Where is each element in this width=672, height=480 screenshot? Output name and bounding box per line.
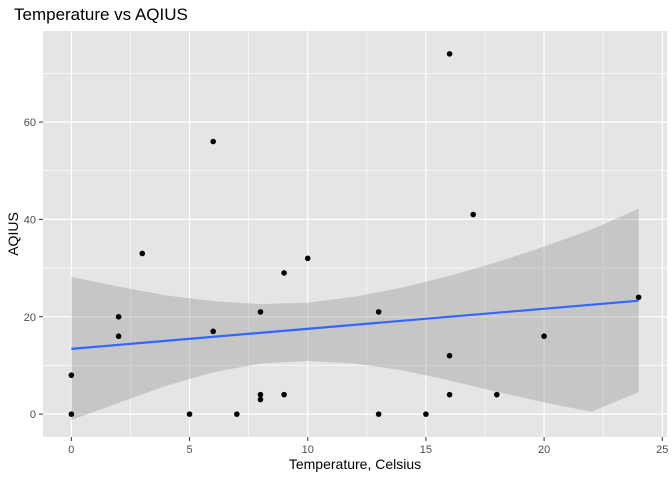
data-point xyxy=(257,391,264,398)
data-point xyxy=(115,333,122,340)
data-point xyxy=(210,138,216,145)
x-axis-title: Temperature, Celsius xyxy=(289,456,421,472)
data-point xyxy=(139,250,146,257)
data-point xyxy=(375,309,382,315)
major-gridlines xyxy=(43,31,667,437)
data-point xyxy=(115,313,122,320)
data-point xyxy=(635,294,642,301)
data-point xyxy=(446,391,453,398)
data-point xyxy=(210,328,216,335)
data-point xyxy=(494,391,500,398)
data-point xyxy=(375,411,382,417)
data-point xyxy=(541,333,547,340)
data-point xyxy=(68,411,75,417)
data-point xyxy=(68,372,75,378)
x-tick-label: 0 xyxy=(68,444,74,456)
data-points xyxy=(68,51,642,417)
confidence-band xyxy=(71,208,639,420)
data-point xyxy=(234,411,240,417)
y-axis-title: AQIUS xyxy=(5,212,21,256)
y-tick-label: 60 xyxy=(24,117,36,129)
x-axis-ticks: 0 5 10 15 20 25 xyxy=(68,437,668,456)
data-point xyxy=(423,411,429,417)
chart-title: Temperature vs AQIUS xyxy=(14,5,188,24)
y-tick-label: 20 xyxy=(24,312,36,324)
y-tick-label: 40 xyxy=(24,214,36,226)
x-tick-label: 15 xyxy=(420,444,432,456)
data-point xyxy=(446,51,453,57)
data-point xyxy=(304,255,311,262)
data-point xyxy=(186,411,193,417)
data-point xyxy=(257,309,264,315)
y-axis-ticks: 0 20 40 60 xyxy=(24,117,43,421)
data-point xyxy=(281,270,287,276)
data-point xyxy=(446,352,453,359)
plot-panel xyxy=(43,31,667,437)
x-tick-label: 25 xyxy=(656,444,668,456)
data-point xyxy=(470,211,476,218)
data-point xyxy=(281,391,287,398)
x-tick-label: 5 xyxy=(186,444,192,456)
x-tick-label: 20 xyxy=(538,444,550,456)
trend-line xyxy=(71,299,639,350)
y-tick-label: 0 xyxy=(30,409,36,421)
data-point xyxy=(257,396,264,403)
minor-gridlines xyxy=(43,31,667,437)
x-tick-label: 10 xyxy=(302,444,314,456)
